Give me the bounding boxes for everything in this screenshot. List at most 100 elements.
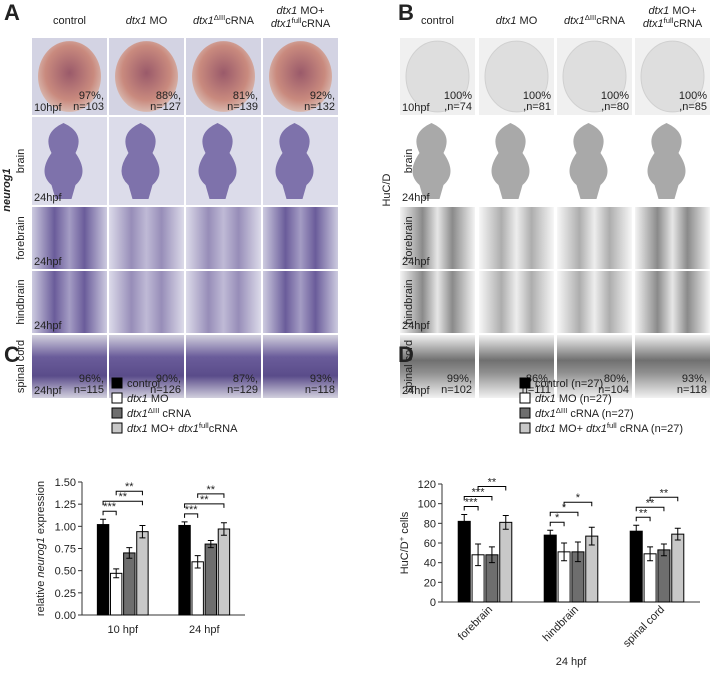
row-label: hindbrain <box>15 279 27 324</box>
text-part: dtx1 <box>127 393 148 405</box>
text-part: full <box>292 16 302 25</box>
tile-bg <box>635 207 710 269</box>
tile-bg <box>635 271 710 333</box>
error-bar <box>181 521 188 530</box>
image-tile <box>635 271 710 333</box>
bar <box>123 552 136 616</box>
column-label: dtx1 MO <box>496 15 538 27</box>
text-part: ΔIII <box>556 406 568 415</box>
text-part: full <box>607 421 617 430</box>
column-label: dtx1fullcRNA <box>271 16 331 31</box>
error-bar <box>588 526 595 546</box>
text-part: cells <box>399 511 411 537</box>
significance-bracket <box>102 510 117 516</box>
image-tile <box>400 271 475 333</box>
significance-bracket <box>549 511 579 517</box>
count-label: 90%, <box>156 373 181 385</box>
text-part: dtx1 <box>271 18 292 30</box>
stage-label: 24hpf <box>402 192 430 204</box>
bar <box>96 524 110 616</box>
significance-label: ** <box>639 507 648 519</box>
tile-bg <box>32 207 107 269</box>
legend-swatch <box>519 392 531 404</box>
stage-label: 24hpf <box>402 385 430 397</box>
error-bar <box>461 513 468 529</box>
error-bar <box>139 524 146 539</box>
x-tick-label: 10 hpf <box>107 624 139 636</box>
count-label: 99%, <box>447 373 472 385</box>
image-tile <box>557 38 632 115</box>
embryo-brain <box>44 123 83 199</box>
text-part: ΔIII <box>585 13 597 22</box>
y-tick-label: 20 <box>424 577 436 589</box>
stage-label: 24hpf <box>34 256 62 268</box>
legend-swatch <box>111 407 123 419</box>
embryo <box>562 40 627 113</box>
text-part: + <box>397 536 406 541</box>
image-tile <box>400 38 475 115</box>
significance-bracket <box>184 513 199 518</box>
y-tick-label: 0.75 <box>55 544 76 556</box>
significance-label: *** <box>185 504 199 516</box>
image-tile <box>479 38 554 115</box>
tile-bg <box>263 335 338 398</box>
row-label: brain <box>15 149 27 173</box>
tile-bg <box>557 271 632 333</box>
legend-label: control (n=27) <box>535 378 603 390</box>
count-label: 81%, <box>233 90 258 102</box>
error-bar <box>674 527 681 541</box>
image-tile <box>400 335 475 398</box>
bar <box>543 534 557 603</box>
column-label: dtx1 MO+ <box>277 5 325 17</box>
error-bar <box>220 522 227 536</box>
significance-label: *** <box>472 486 486 498</box>
count-label: 100% <box>679 90 707 102</box>
significance-label: ** <box>646 497 655 509</box>
text-part: ΔIII <box>148 406 160 415</box>
tile-bg <box>557 207 632 269</box>
y-tick-label: 60 <box>424 538 436 550</box>
y-tick-label: 100 <box>418 499 436 511</box>
tile-bg <box>557 335 632 398</box>
bar <box>204 543 218 616</box>
x-axis-label: 24 hpf <box>556 656 588 668</box>
y-axis-label: HuC/D+ cells <box>397 511 412 574</box>
y-tick-label: 120 <box>418 479 436 491</box>
row-label: forebrain <box>403 216 415 259</box>
text-part: full <box>199 421 209 430</box>
count-label: n=118 <box>677 384 707 396</box>
image-tile <box>186 207 261 269</box>
text-part: HuC/D <box>399 541 411 574</box>
stage-label: 24hpf <box>34 192 62 204</box>
image-tile <box>32 117 107 205</box>
y-tick-label: 0.00 <box>55 610 76 622</box>
image-tile <box>263 207 338 269</box>
text-part: cRNA (n=27) <box>617 423 683 435</box>
count-label: n=132 <box>304 101 335 113</box>
count-label: 97%, <box>79 90 104 102</box>
text-part: expression <box>35 481 47 537</box>
y-tick-label: 1.50 <box>55 477 76 489</box>
image-tile <box>400 117 475 205</box>
column-label: dtx1 MO+ <box>649 5 697 17</box>
count-label: 92%, <box>310 90 335 102</box>
embryo <box>192 41 255 112</box>
significance-label: ** <box>488 476 497 488</box>
stage-label: 10hpf <box>34 102 62 114</box>
bar <box>109 572 123 616</box>
legend-label: control <box>127 378 160 390</box>
legend-label: dtx1ΔIII cRNA (n=27) <box>535 406 634 421</box>
significance-label: * <box>562 502 567 514</box>
tile-bg <box>479 271 554 333</box>
image-tile <box>186 335 261 398</box>
significance-label: *** <box>103 501 117 513</box>
count-label: 87%, <box>233 373 258 385</box>
image-tile <box>479 117 554 205</box>
count-label: 86%, <box>526 373 551 385</box>
text-part: MO+ <box>556 423 586 435</box>
bar <box>136 531 149 616</box>
y-axis-label: relative neurog1 expression <box>35 481 47 616</box>
image-tile <box>557 335 632 398</box>
error-bar <box>647 546 654 562</box>
legend-swatch <box>111 392 123 404</box>
